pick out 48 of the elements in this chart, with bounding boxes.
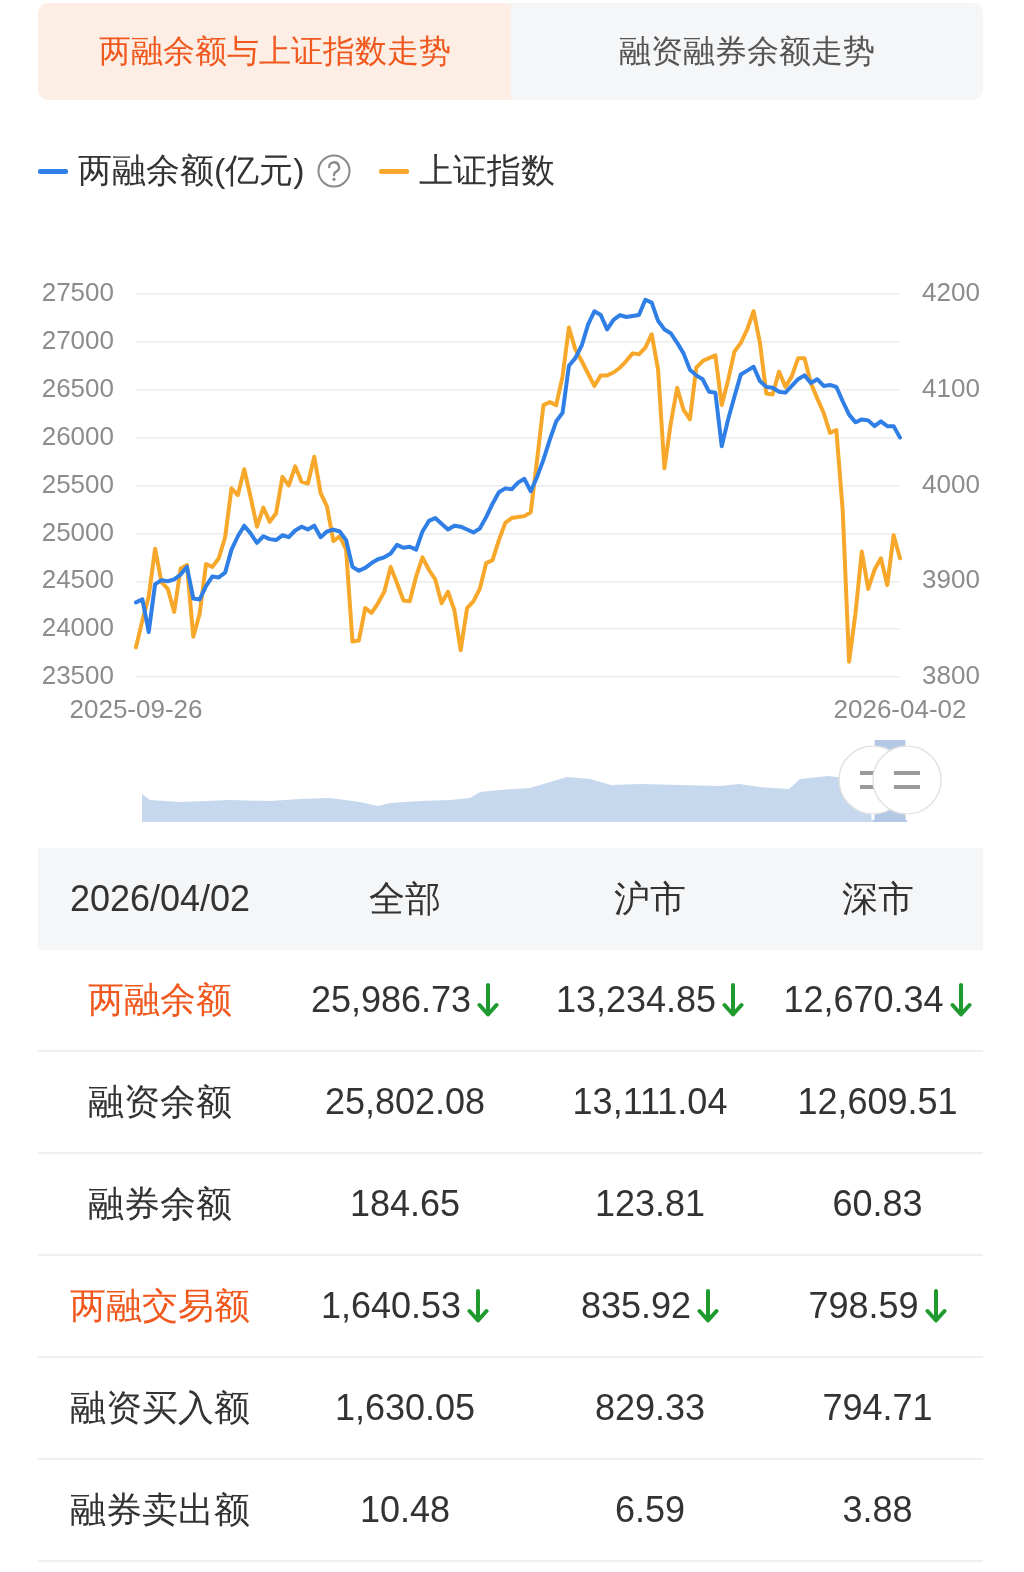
legend-label: 两融余额 [87, 977, 233, 1022]
text: 融资余额 [87, 1079, 233, 1124]
y-tick-label: 26000 [41, 420, 114, 451]
text: 融资买入额 [69, 1385, 251, 1430]
data-label: 25,802.08 [324, 1081, 486, 1123]
data-label: 835.92 [580, 1285, 692, 1327]
data-label: 123.81 [594, 1183, 706, 1225]
data-label: 3.88 [842, 1489, 913, 1531]
legend-label: 两融交易额 [69, 1283, 251, 1328]
data-label: 1,630.05 [334, 1387, 476, 1429]
data-label: 13,111.04 [572, 1081, 728, 1123]
y2-tick-label: 3900 [922, 564, 980, 595]
y-tick-label: 24000 [41, 612, 114, 643]
data-label: 829.33 [594, 1387, 706, 1429]
data-label: 12,609.51 [797, 1081, 958, 1123]
y-tick-label: 25000 [41, 516, 114, 547]
data-label: 13,234.85 [555, 979, 717, 1021]
y-tick-label: 27000 [41, 325, 114, 356]
y2-tick-label: 4200 [922, 277, 980, 308]
category-label: 深市 [840, 876, 915, 921]
y-tick-label: 23500 [41, 660, 114, 691]
text: 融资融券余额走势 [511, 3, 983, 100]
data-label: 184.65 [349, 1183, 461, 1225]
legend-label: 两融余额(亿元) [78, 150, 305, 191]
category-label: 沪市 [613, 876, 687, 921]
legend-label: 上证指数 [418, 150, 555, 191]
data-label: 1,640.53 [320, 1285, 462, 1327]
data-label: 12,670.34 [783, 979, 944, 1021]
text: 融券余额 [87, 1181, 233, 1226]
data-label: 60.83 [832, 1183, 923, 1225]
data-label: 794.71 [822, 1387, 933, 1429]
y-tick-label: 26500 [41, 372, 114, 403]
y-tick-label: 24500 [41, 564, 114, 595]
text: 2026/04/02 [68, 877, 252, 921]
y2-tick-label: 4000 [922, 468, 980, 499]
data-label: 10.48 [359, 1489, 451, 1531]
data-label: 6.59 [614, 1489, 686, 1531]
y-tick-label: 27500 [41, 277, 114, 308]
data-label: 798.59 [808, 1285, 919, 1327]
y2-tick-label: 3800 [922, 660, 980, 691]
data-label: 25,986.73 [310, 979, 472, 1021]
y-tick-label: 25500 [41, 468, 114, 499]
category-label: 全部 [368, 876, 442, 921]
x-tick-label: 2025-09-26 [69, 693, 203, 724]
text: 两融余额与上证指数走势 [38, 3, 511, 100]
x-tick-label: 2026-04-02 [833, 693, 967, 724]
y2-tick-label: 4100 [922, 372, 980, 403]
text: 融券卖出额 [69, 1487, 251, 1532]
